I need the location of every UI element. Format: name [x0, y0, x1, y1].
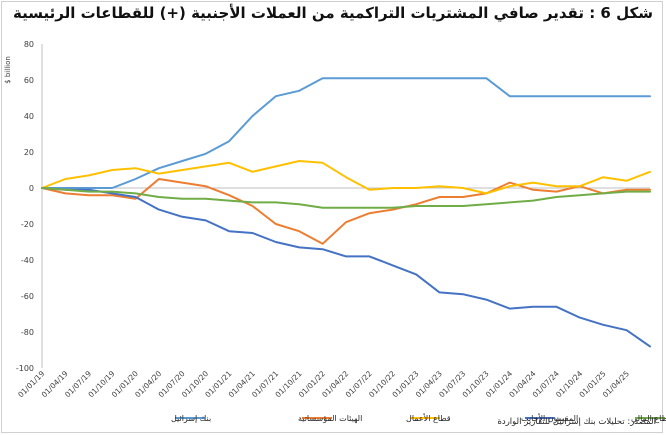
y-tick-label: -100 [16, 364, 34, 373]
legend-label: بنك إسرائيل [171, 414, 211, 424]
source-note: المصدر: تحليلات بنك إسرائيل للتقارير الو… [497, 417, 656, 427]
y-tick-label: -80 [21, 328, 34, 337]
y-tick-label: 0 [29, 184, 34, 193]
y-tick-label: 20 [24, 148, 34, 157]
y-tick-label: -40 [21, 256, 34, 265]
y-axis-label: $ billion [4, 56, 12, 84]
series-line-1 [41, 77, 651, 189]
y-tick-label: 80 [24, 40, 34, 49]
y-tick-label: 60 [24, 76, 34, 85]
y-tick-label: -20 [21, 220, 34, 229]
series-line-5 [41, 187, 651, 209]
legend-label: الهيئات المؤسساتية [298, 414, 362, 423]
series-lines [41, 77, 651, 348]
series-line-4 [41, 187, 651, 348]
legend-label: المقيمون الأجانب [521, 413, 578, 423]
y-tick-label: -60 [21, 292, 34, 301]
legend-label: القطاع المالي [631, 414, 666, 423]
series-line-2 [41, 178, 651, 245]
chart-title: شكل 6 : تقدير صافي المشتريات التراكمية م… [13, 4, 653, 22]
y-tick-label: 40 [24, 112, 34, 121]
legend-label: قطاع الأعمال [406, 413, 451, 423]
series-line-3 [41, 160, 651, 195]
legend: بنك إسرائيل الهيئات المؤسساتية قطاع الأعما… [171, 413, 666, 424]
